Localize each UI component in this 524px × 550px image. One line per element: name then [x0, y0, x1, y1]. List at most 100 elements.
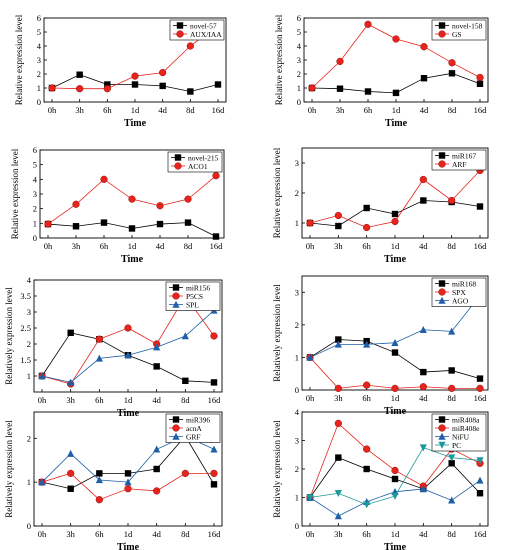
y-tick-label: 3 — [295, 158, 299, 168]
x-tick-label-0h: 0h — [38, 529, 47, 539]
y-tick-label: 3 — [37, 55, 41, 65]
x-tick-label-3h: 3h — [66, 529, 75, 539]
data-point — [448, 367, 455, 374]
x-axis-label: Time — [385, 118, 408, 129]
data-point — [131, 72, 139, 80]
data-point — [363, 465, 370, 473]
data-point — [128, 225, 136, 232]
x-tick-label-0h: 0h — [38, 395, 47, 405]
y-tick-label: 3.5 — [20, 291, 31, 301]
data-point — [419, 325, 427, 333]
legend-marker — [438, 441, 446, 449]
legend-entry: miR167 — [452, 151, 476, 160]
y-tick-label: 0 — [295, 385, 299, 395]
y-axis-label: Relative expression level — [14, 14, 24, 105]
data-point — [476, 384, 484, 392]
data-point — [336, 57, 344, 66]
data-point — [334, 384, 342, 392]
data-point — [334, 512, 342, 520]
data-point — [335, 336, 342, 343]
x-axis-label: Time — [117, 408, 140, 419]
y-axis-label: Relatively expression level — [4, 287, 14, 385]
x-tick-label-8d: 8d — [181, 395, 190, 405]
y-tick-label: 3 — [295, 287, 299, 297]
x-axis-label: Time — [384, 406, 407, 417]
data-point — [363, 501, 371, 509]
y-tick-label: 0 — [33, 233, 37, 243]
data-point — [153, 343, 161, 351]
y-tick-label: 1 — [27, 371, 31, 381]
data-point — [391, 210, 399, 218]
legend-entry: PC — [452, 441, 461, 450]
x-tick-label-6h: 6h — [103, 105, 112, 115]
x-axis-label: Time — [384, 254, 407, 265]
x-tick-label-0h: 0h — [44, 241, 53, 251]
x-tick-label-1d: 1d — [124, 395, 133, 405]
x-tick-label-8d: 8d — [181, 529, 190, 539]
x-tick-label-6h: 6h — [362, 241, 371, 251]
data-point — [72, 223, 80, 230]
y-tick-label: 3 — [297, 55, 301, 65]
legend-marker — [174, 162, 182, 170]
legend-entry: ACO1 — [188, 162, 208, 171]
data-point — [67, 485, 74, 492]
legend-box — [431, 149, 487, 171]
data-point — [153, 487, 161, 495]
data-point — [72, 200, 80, 208]
legend-box — [169, 19, 225, 41]
data-point — [124, 324, 132, 332]
data-point — [210, 445, 218, 453]
legend-entry: SPX — [452, 288, 466, 297]
data-point — [48, 84, 56, 92]
data-point — [67, 449, 75, 457]
legend-entry: P5CS — [186, 292, 203, 301]
data-point — [100, 219, 108, 226]
x-axis-label: Time — [124, 118, 147, 129]
data-point — [103, 85, 111, 93]
y-tick-label: 1.5 — [20, 355, 31, 365]
x-tick-label-8d: 8d — [447, 529, 456, 539]
legend-entry: miR396 — [186, 415, 210, 424]
legend-marker — [176, 22, 184, 29]
y-tick-label: 1 — [37, 83, 41, 93]
data-point — [44, 220, 52, 228]
data-point — [448, 460, 455, 467]
legend-marker — [172, 284, 180, 291]
data-point — [67, 329, 74, 336]
y-tick-label: 1 — [33, 218, 37, 228]
data-point — [210, 379, 218, 386]
x-axis-label: Time — [121, 254, 144, 265]
data-point — [104, 81, 111, 88]
y-tick-label: 3 — [295, 436, 299, 446]
y-tick-label: 6 — [33, 145, 37, 155]
data-point — [76, 85, 84, 93]
data-point — [448, 196, 456, 205]
data-point — [448, 59, 456, 67]
data-point — [392, 35, 400, 43]
y-tick-label: 2 — [297, 69, 301, 79]
y-axis-label: Relatively expression level — [272, 420, 282, 518]
data-point — [186, 42, 194, 50]
data-point — [420, 368, 427, 376]
x-tick-label-0h: 0h — [308, 105, 317, 115]
data-point — [448, 454, 456, 462]
legend-entry: GS — [452, 30, 462, 39]
data-point — [476, 457, 484, 465]
y-tick-label: 6 — [37, 13, 41, 23]
data-point — [184, 195, 192, 203]
data-point — [448, 70, 456, 77]
data-point — [420, 197, 427, 204]
data-point — [391, 349, 399, 356]
data-point — [38, 372, 46, 380]
data-point — [210, 481, 218, 488]
series-GS — [308, 20, 484, 92]
y-tick-label: 3 — [33, 189, 37, 199]
data-point — [96, 470, 103, 477]
series-acnA — [38, 469, 218, 504]
x-tick-label-16d: 16d — [208, 529, 222, 539]
legend-marker — [438, 432, 446, 440]
data-point — [306, 494, 314, 502]
x-tick-label-3h: 3h — [75, 105, 84, 115]
